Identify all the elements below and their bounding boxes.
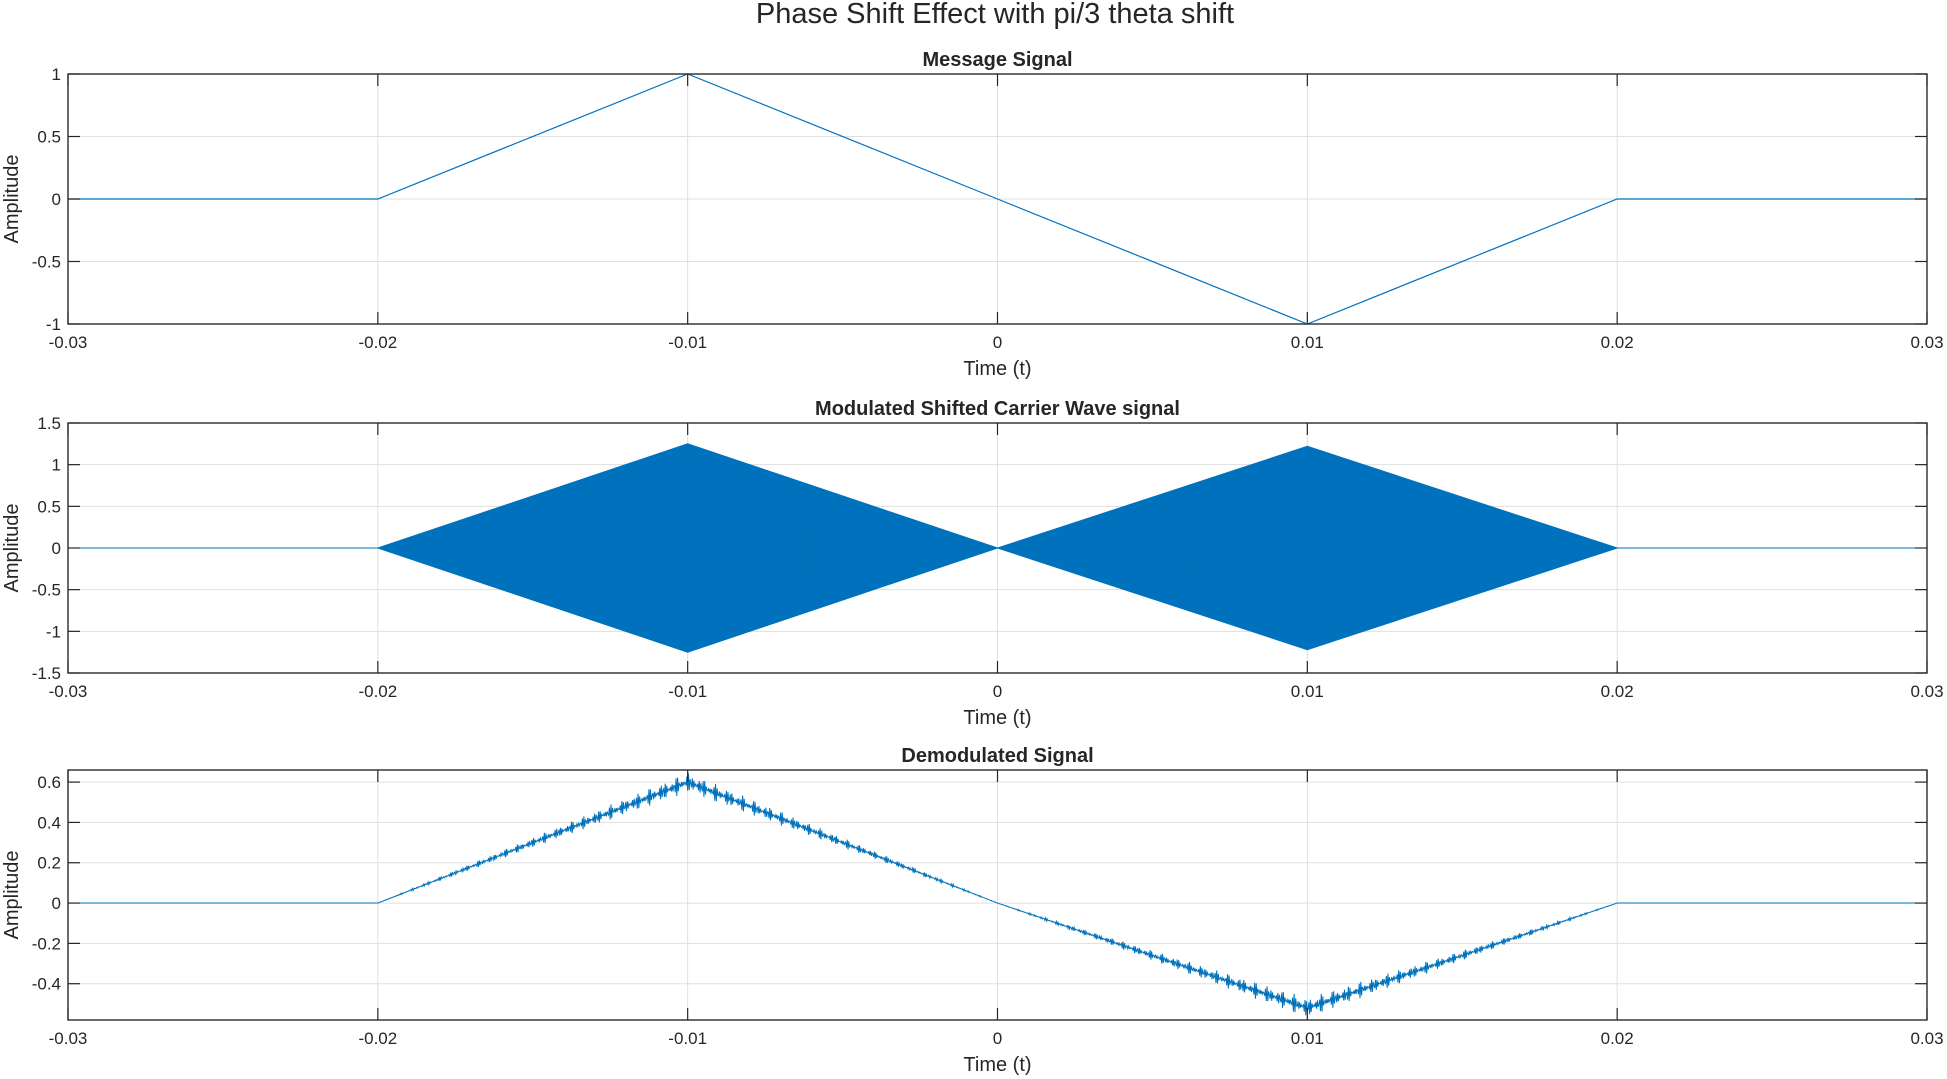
x-axis-label: Time (t) xyxy=(963,1054,1031,1076)
y-tick-label: -0.2 xyxy=(32,934,61,953)
y-tick-label: 0.4 xyxy=(37,813,61,832)
y-tick-label: 0.5 xyxy=(37,128,61,147)
y-tick-label: -1.5 xyxy=(32,664,61,683)
x-tick-label: 0.01 xyxy=(1291,333,1324,352)
subplot-3: -0.03 -0.02 -0.01 0 0.01 0.02 0.03 -0.4 -0.2 0 0.2… xyxy=(1,745,1944,1076)
x-tick-label: -0.01 xyxy=(668,333,707,352)
subplot-2: -0.03 -0.02 -0.01 0 0.01 0.02 0.03 -1.5 -1 -0.5 0 0… xyxy=(1,398,1944,729)
y-tick-label: 0 xyxy=(52,190,61,209)
subplot-1: -0.03 -0.02 -0.01 0 0.01 0.02 0.03 -1 -0.5 0 0.5 1 M… xyxy=(1,49,1944,380)
x-tick-label: 0.03 xyxy=(1910,1029,1943,1048)
x-tick-label: 0.01 xyxy=(1291,682,1324,701)
y-tick-label: 0.5 xyxy=(37,497,61,516)
x-tick-label: -0.01 xyxy=(668,682,707,701)
subplot-title: Message Signal xyxy=(922,49,1072,71)
x-tick-label: 0.02 xyxy=(1601,1029,1634,1048)
y-tick-label: -0.5 xyxy=(32,253,61,272)
x-tick-label: 0.02 xyxy=(1601,333,1634,352)
x-tick-label: -0.02 xyxy=(358,333,397,352)
y-axis-label: Amplitude xyxy=(1,155,23,244)
x-tick-label: -0.03 xyxy=(49,333,88,352)
x-axis-label: Time (t) xyxy=(963,358,1031,380)
x-tick-label: 0 xyxy=(993,682,1002,701)
x-tick-label: -0.02 xyxy=(358,1029,397,1048)
x-tick-label: 0 xyxy=(993,1029,1002,1048)
y-tick-label: 0 xyxy=(52,894,61,913)
demodulated-series xyxy=(68,773,1927,1016)
figure-title: Phase Shift Effect with pi/3 theta shift xyxy=(756,0,1234,30)
subplot-title: Modulated Shifted Carrier Wave signal xyxy=(815,398,1180,420)
y-tick-label: 1.5 xyxy=(37,414,61,433)
y-tick-label: -0.4 xyxy=(32,975,61,994)
x-tick-label: 0.03 xyxy=(1910,682,1943,701)
x-tick-label: -0.03 xyxy=(49,682,88,701)
carrier-oscillation xyxy=(68,443,1927,652)
message-series xyxy=(68,73,1927,325)
x-tick-label: 0.03 xyxy=(1910,333,1943,352)
y-tick-label: 0 xyxy=(52,539,61,558)
y-axis-label: Amplitude xyxy=(1,504,23,593)
x-tick-label: 0.02 xyxy=(1601,682,1634,701)
x-axis-label: Time (t) xyxy=(963,707,1031,729)
x-tick-label: 0.01 xyxy=(1291,1029,1324,1048)
y-axis-label: Amplitude xyxy=(1,851,23,940)
y-tick-label: 1 xyxy=(52,65,61,84)
y-tick-label: -1 xyxy=(46,622,61,641)
y-tick-label: 1 xyxy=(52,456,61,475)
x-tick-label: 0 xyxy=(993,333,1002,352)
x-tick-label: -0.03 xyxy=(49,1029,88,1048)
y-tick-label: -1 xyxy=(46,315,61,334)
y-tick-label: 0.2 xyxy=(37,854,61,873)
x-tick-label: -0.02 xyxy=(358,682,397,701)
y-tick-label: -0.5 xyxy=(32,581,61,600)
y-tick-label: 0.6 xyxy=(37,773,61,792)
subplot-title: Demodulated Signal xyxy=(901,745,1093,767)
x-tick-label: -0.01 xyxy=(668,1029,707,1048)
